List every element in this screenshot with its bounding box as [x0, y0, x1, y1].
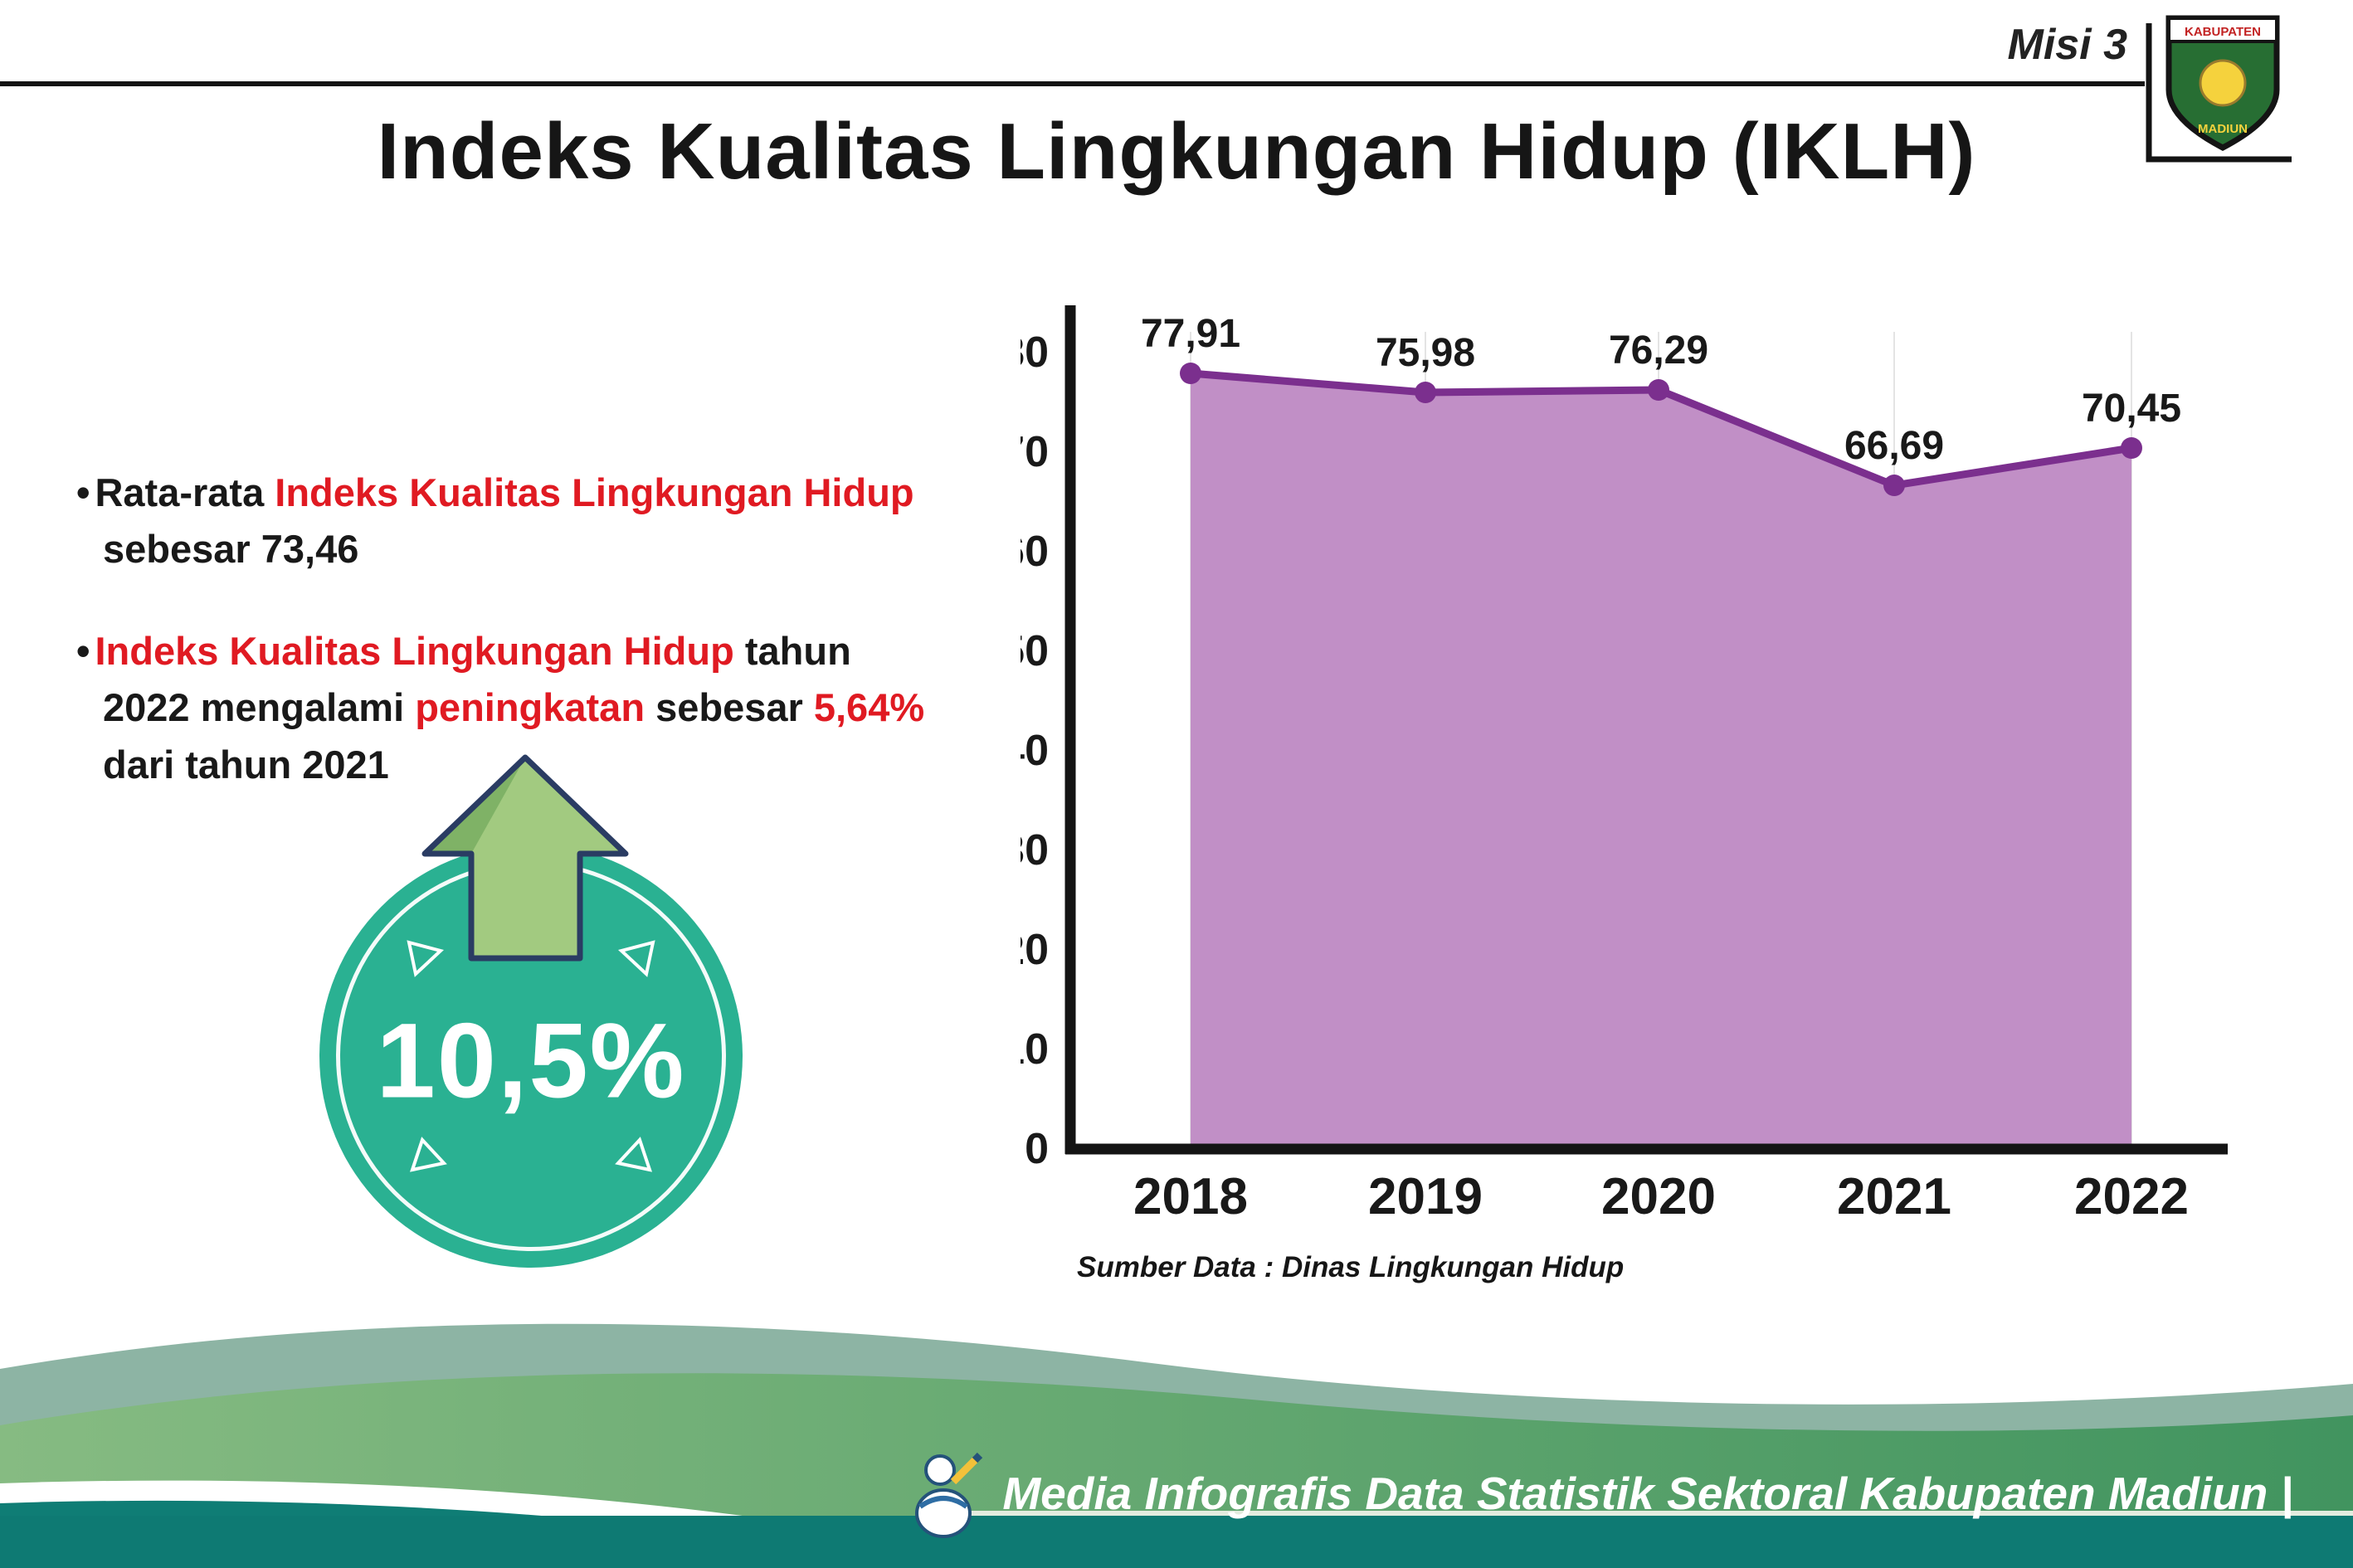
mascot-icon — [915, 1452, 983, 1538]
data-label: 75,98 — [1376, 331, 1475, 375]
y-tick-label: 60 — [1021, 528, 1049, 576]
bullet-item: • Indeks Kualitas Lingkungan Hidup tahun … — [76, 623, 931, 792]
data-point — [1415, 382, 1436, 403]
bullet-item: • Rata-rata Indeks Kualitas Lingkungan Hi… — [76, 465, 931, 577]
iklh-area-chart: 77,91 75,98 76,29 66,69 70,45 0 10 20 30 40 50 60 70… — [1001, 305, 2228, 1225]
up-arrow-icon — [419, 753, 631, 962]
data-label: 77,91 — [1141, 312, 1240, 356]
chart-source: Sumber Data : Dinas Lingkungan Hidup — [1077, 1251, 1625, 1283]
y-tick-label: 50 — [1021, 627, 1049, 675]
x-tick-label: 2018 — [1133, 1168, 1248, 1225]
bullet-text: sebesar — [645, 685, 814, 730]
y-tick-label: 30 — [1021, 826, 1049, 874]
data-point — [2121, 437, 2142, 459]
y-tick-label: 20 — [1021, 926, 1049, 974]
badge-value: 10,5% — [376, 1001, 686, 1121]
y-tick-label: 10 — [1021, 1025, 1049, 1074]
bullet-text: tahun 2022 mengalami — [103, 629, 851, 730]
bullet-text: peningkatan — [415, 685, 645, 730]
data-label: 70,45 — [2082, 387, 2181, 431]
bullet-text: sebesar 73,46 — [103, 527, 359, 572]
bullet-text: dari tahun 2021 — [103, 742, 389, 786]
misi-label: Misi 3 — [2007, 21, 2128, 69]
logo-shield-icon: KABUPATEN MADIUN — [2146, 15, 2292, 163]
bullet-marker: • — [76, 470, 90, 514]
data-label: 66,69 — [1844, 424, 1944, 468]
bullet-marker: • — [76, 629, 90, 674]
x-tick-label: 2019 — [1368, 1168, 1483, 1225]
increase-badge: 10,5% — [319, 845, 743, 1268]
x-tick-label: 2022 — [2074, 1168, 2189, 1225]
y-tick-label: 0 — [1025, 1125, 1049, 1173]
x-tick-label: 2021 — [1837, 1168, 1951, 1225]
footer: Media Infografis Data Statistik Sektoral… — [905, 1445, 2293, 1541]
y-tick-label: 80 — [1021, 329, 1049, 377]
bullet-text: Rata-rata — [95, 470, 275, 514]
kabupaten-madiun-logo: KABUPATEN MADIUN — [2137, 13, 2303, 171]
badge-triangle-decorations — [407, 940, 655, 1172]
data-point — [1180, 363, 1201, 384]
area-fill — [1191, 373, 2131, 1149]
bullet-text: Indeks Kualitas Lingkungan Hidup — [95, 629, 734, 674]
x-tick-label: 2020 — [1601, 1168, 1716, 1225]
page-title: Indeks Kualitas Lingkungan Hidup (IKLH) — [377, 107, 1976, 196]
footer-waves — [0, 1323, 2353, 1568]
footer-text: Media Infografis Data Statistik Sektoral… — [1002, 1467, 2293, 1519]
bullet-text: 5,64% — [813, 685, 925, 730]
bullet-text: Indeks Kualitas Lingkungan Hidup — [275, 470, 914, 514]
data-point — [1883, 475, 1905, 496]
chart-container: 77,91 75,98 76,29 66,69 70,45 0 10 20 30 40 50 60 70… — [1001, 299, 2265, 1361]
logo-bottom-text: MADIUN — [2198, 122, 2248, 136]
y-tick-label: 40 — [1021, 727, 1049, 775]
data-point — [1648, 379, 1669, 401]
logo-top-text: KABUPATEN — [2185, 25, 2261, 39]
data-label: 76,29 — [1609, 329, 1708, 373]
header-rule — [0, 81, 2145, 86]
bullets: • Rata-rata Indeks Kualitas Lingkungan Hi… — [76, 465, 931, 839]
y-tick-label: 70 — [1021, 428, 1049, 476]
